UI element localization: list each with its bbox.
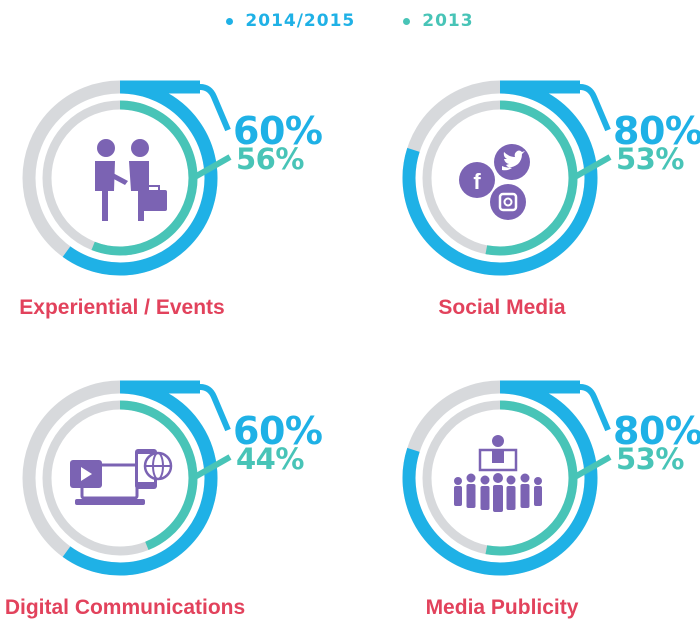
radial-chart-social-media: f	[402, 80, 612, 276]
handshake-icon	[95, 139, 167, 221]
value-label-2014-2015: 80%	[613, 109, 700, 153]
category-label: Digital Communications	[4, 596, 246, 619]
leader-connector-2013	[571, 154, 612, 181]
audience-icon	[454, 435, 542, 512]
legend-item-2013: 2013	[403, 11, 473, 31]
category-label: Media Publicity	[425, 596, 579, 619]
panel-experiential-events: 60% 56% Experiential / Events	[0, 0, 350, 319]
radial-chart-experiential-events	[22, 80, 232, 276]
crowd-figures	[454, 473, 542, 512]
leader-connector-2014-2015	[579, 384, 611, 432]
svg-text:f: f	[473, 169, 481, 194]
value-label-2014-2015: 60%	[233, 109, 323, 153]
legend-item-2014-2015: 2014/2015	[226, 11, 355, 31]
leader-connector-2013	[191, 454, 232, 481]
facebook-icon	[459, 162, 495, 198]
panel-media-publicity: 80% 53% Media Publicity	[380, 300, 700, 619]
legend-label-2014-2015: 2014/2015	[245, 11, 356, 31]
inner-arc-2013	[485, 400, 578, 556]
leader-connector-2014-2015	[199, 384, 231, 432]
instagram-icon	[490, 184, 526, 220]
outer-arc-2014-2015	[62, 80, 218, 276]
value-label-2014-2015: 60%	[233, 409, 323, 453]
social-icons: f	[459, 144, 530, 220]
value-label-2013: 53%	[616, 142, 684, 176]
panel-digital-communications: 60% 44% Digital Communications	[0, 300, 350, 619]
value-label-2013: 44%	[236, 442, 304, 476]
leader-connector-2014-2015	[579, 84, 611, 132]
leader-connector-2014-2015	[199, 84, 231, 132]
leader-connector-2013	[571, 454, 612, 481]
inner-arc-2013	[119, 400, 198, 551]
leader-connector-2013	[191, 154, 232, 181]
legend-label-2013: 2013	[422, 11, 474, 31]
inner-arc-2013	[91, 100, 198, 256]
legend-dot-2013	[403, 17, 411, 25]
outer-arc-2014-2015	[402, 80, 598, 276]
devices-icon	[70, 449, 173, 505]
outer-arc-2014-2015	[62, 380, 218, 576]
panel-social-media: f 80% 53% Social Media	[380, 0, 700, 319]
chart-legend: 2014/2015 2013	[0, 8, 700, 34]
value-label-2013: 53%	[616, 442, 684, 476]
radial-chart-media-publicity	[402, 380, 612, 576]
radial-chart-digital-communications	[22, 380, 232, 576]
category-label: Social Media	[438, 296, 566, 319]
legend-dot-2014-2015	[226, 17, 234, 25]
category-label: Experiential / Events	[19, 296, 225, 319]
value-label-2014-2015: 80%	[613, 409, 700, 453]
inner-arc-2013	[485, 100, 578, 256]
value-label-2013: 56%	[236, 142, 304, 176]
outer-arc-2014-2015	[402, 380, 598, 576]
